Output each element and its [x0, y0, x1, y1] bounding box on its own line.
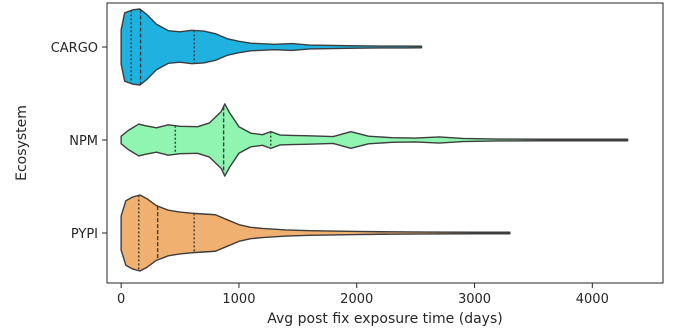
violins-layer [120, 8, 629, 272]
y-tick-label-cargo: CARGO [51, 41, 98, 56]
ticks-layer: CARGO NPM PYPI 0 1000 2000 3000 4000 [51, 41, 609, 307]
violin-npm [120, 103, 629, 177]
x-tick-label-2000: 2000 [340, 292, 373, 307]
y-tick-label-npm: NPM [69, 134, 98, 149]
y-tick-label-pypi: PYPI [71, 227, 98, 242]
x-axis-label: Avg post fix exposure time (days) [267, 311, 502, 327]
violin-cargo [120, 8, 423, 86]
plot-frame [106, 2, 664, 284]
x-tick-label-0: 0 [117, 292, 125, 307]
violin-pypi [120, 194, 511, 272]
x-tick-label-1000: 1000 [222, 292, 255, 307]
x-tick-label-4000: 4000 [576, 292, 609, 307]
y-axis-label: Ecosystem [14, 105, 30, 181]
x-tick-label-3000: 3000 [458, 292, 491, 307]
